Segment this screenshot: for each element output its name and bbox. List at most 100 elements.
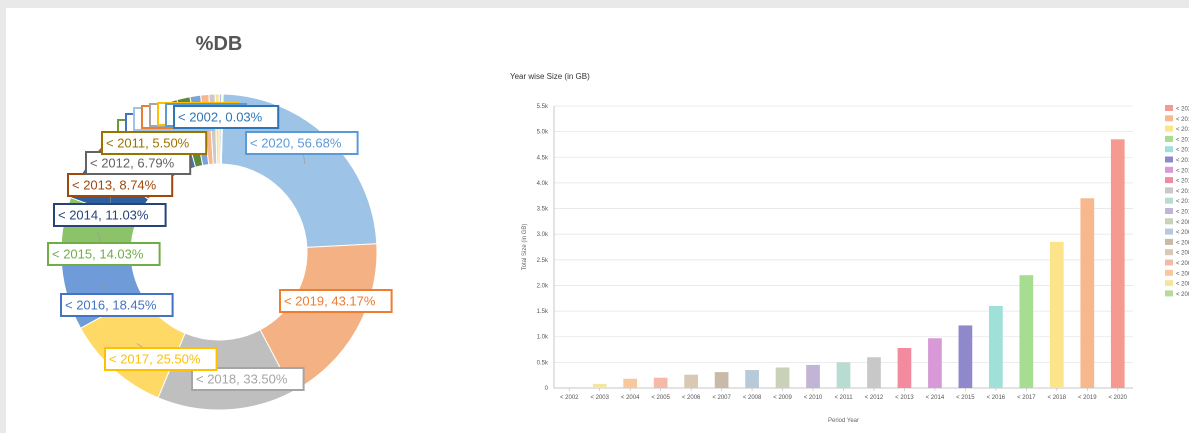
x-tick-label: < 2016 xyxy=(987,395,1006,401)
legend-label: < 2013 xyxy=(1176,179,1189,185)
legend-label: < 2002 xyxy=(1176,292,1189,298)
legend-swatch xyxy=(1165,249,1173,256)
bar xyxy=(1110,139,1125,388)
y-tick-label: 0.5k xyxy=(537,360,549,366)
y-tick-label: 1.0k xyxy=(537,335,549,341)
data-label: < 2014, 11.03% xyxy=(58,208,149,223)
bar-chart: Year wise Size (in GB) 0 0.5k 1.0k 1.5k 2.0k 2… xyxy=(510,72,1189,424)
y-tick-label: 3.5k xyxy=(537,207,549,213)
data-label: < 2016, 18.45% xyxy=(65,298,157,313)
legend-label: < 2004 xyxy=(1176,271,1189,277)
bar xyxy=(1080,198,1095,388)
x-tick-label: < 2015 xyxy=(956,395,975,401)
bar xyxy=(928,338,942,388)
data-label: < 2013, 8.74% xyxy=(72,178,157,193)
y-tick-label: 1.5k xyxy=(537,309,549,315)
x-tick-label: < 2017 xyxy=(1017,395,1036,401)
legend-label: < 2017 xyxy=(1176,137,1189,143)
bar xyxy=(562,386,577,388)
data-label-box xyxy=(191,367,305,391)
legend-label: < 2011 xyxy=(1176,199,1189,205)
legend-label: < 2018 xyxy=(1176,127,1189,133)
legend-swatch xyxy=(1165,177,1173,184)
legend-label: < 2020 xyxy=(1176,107,1189,113)
x-tick-label: < 2012 xyxy=(865,395,884,401)
data-label-box xyxy=(245,131,359,155)
y-tick-label: 0 xyxy=(545,386,549,392)
bar xyxy=(653,377,668,388)
legend-swatch xyxy=(1165,146,1173,153)
legend-label: < 2016 xyxy=(1176,148,1189,154)
legend-label: < 2006 xyxy=(1176,251,1189,257)
legend-swatch xyxy=(1165,228,1173,235)
data-label-box xyxy=(173,105,280,129)
legend-label: < 2010 xyxy=(1176,210,1189,216)
x-tick-label: < 2014 xyxy=(926,395,945,401)
bar xyxy=(958,325,973,388)
x-tick-label: < 2003 xyxy=(590,395,609,401)
data-label: < 2019, 43.17% xyxy=(284,294,376,309)
x-tick-label: < 2008 xyxy=(743,395,762,401)
legend-swatch xyxy=(1165,156,1173,163)
x-tick-label: < 2005 xyxy=(651,395,670,401)
legend-label: < 2012 xyxy=(1176,189,1189,195)
data-label: < 2018, 33.50% xyxy=(196,372,288,387)
y-axis-label: Total Size (in GB) xyxy=(522,224,528,271)
legend-swatch xyxy=(1165,115,1173,122)
x-tick-label: < 2011 xyxy=(834,395,853,401)
y-tick-label: 4.0k xyxy=(537,181,549,187)
bar-chart-title: Year wise Size (in GB) xyxy=(510,72,590,81)
bar xyxy=(745,370,759,388)
x-tick-label: < 2002 xyxy=(560,395,579,401)
data-label-box xyxy=(104,347,218,371)
donut-chart: %DB < 2020, 56.68% < 2019, 43.17% < 2018, 3… xyxy=(47,33,393,411)
legend-label: < 2005 xyxy=(1176,261,1189,267)
y-tick-label: 5.5k xyxy=(537,104,549,110)
x-tick-label: < 2006 xyxy=(682,395,701,401)
bar xyxy=(592,383,607,388)
legend-swatch xyxy=(1165,166,1173,173)
pie-title: %DB xyxy=(196,33,243,55)
legend-label: < 2008 xyxy=(1176,230,1189,236)
x-tick-label: < 2007 xyxy=(712,395,731,401)
bar xyxy=(1049,241,1064,388)
bar xyxy=(989,305,1003,388)
legend-swatch xyxy=(1165,187,1173,194)
legend-swatch xyxy=(1165,197,1173,204)
bar xyxy=(1019,275,1034,388)
legend-swatch xyxy=(1165,135,1173,142)
x-tick-label: < 2019 xyxy=(1078,395,1097,401)
bar xyxy=(897,348,912,388)
data-label-box xyxy=(60,293,174,317)
data-label-box xyxy=(101,131,208,155)
x-tick-label: < 2004 xyxy=(621,395,640,401)
legend-swatch xyxy=(1165,280,1173,287)
legend-label: < 2015 xyxy=(1176,158,1189,164)
y-tick-label: 2.5k xyxy=(537,258,549,264)
data-label-box xyxy=(53,203,167,227)
bar xyxy=(836,362,851,388)
y-tick-label: 3.0k xyxy=(537,232,549,238)
legend-label: < 2007 xyxy=(1176,240,1189,246)
x-tick-label: < 2018 xyxy=(1048,395,1067,401)
bar xyxy=(867,357,881,388)
legend-swatch xyxy=(1165,208,1173,214)
legend-swatch xyxy=(1165,238,1173,245)
legend-swatch xyxy=(1165,218,1173,225)
legend-label: < 2014 xyxy=(1176,168,1189,174)
legend-swatch xyxy=(1165,259,1173,266)
bar xyxy=(806,364,820,388)
legend-swatch xyxy=(1165,125,1173,132)
x-tick-label: < 2013 xyxy=(895,395,914,401)
x-axis-label: Period Year xyxy=(828,418,859,424)
data-label: < 2002, 0.03% xyxy=(178,110,263,125)
chart-canvas: %DB < 2020, 56.68% < 2019, 43.17% < 2018, 3… xyxy=(6,8,1189,433)
data-label: < 2015, 14.03% xyxy=(52,247,144,262)
bar xyxy=(623,378,638,388)
bar xyxy=(684,374,698,388)
legend-swatch xyxy=(1165,105,1173,111)
x-tick-label: < 2010 xyxy=(804,395,823,401)
data-label: < 2017, 25.50% xyxy=(109,352,201,367)
y-tick-label: 4.5k xyxy=(537,155,549,161)
x-tick-label: < 2009 xyxy=(773,395,792,401)
